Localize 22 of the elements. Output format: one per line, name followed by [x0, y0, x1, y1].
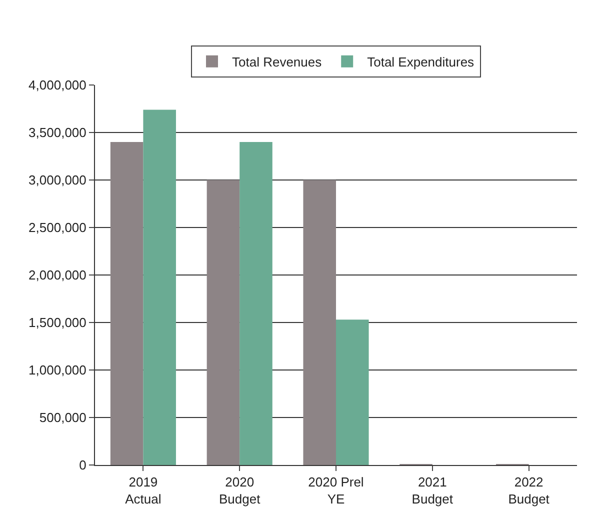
y-tick-label: 0	[79, 458, 86, 473]
y-tick-label: 4,000,000	[28, 78, 86, 93]
y-tick-label: 3,000,000	[28, 172, 86, 188]
bar	[240, 142, 272, 465]
y-tick-label: 2,000,000	[28, 268, 86, 283]
x-tick-label: 2020 Prel YE	[308, 474, 364, 506]
legend-label: Total Revenues	[232, 54, 322, 70]
y-tick-label: 1,500,000	[28, 315, 86, 330]
bar	[303, 180, 336, 465]
x-tick-label: 2020 Budget	[219, 474, 261, 506]
x-tick-label: 2022 Budget	[508, 474, 550, 506]
bar	[206, 180, 240, 465]
y-tick-label: 1,000,000	[28, 362, 86, 378]
bar	[143, 110, 176, 465]
x-tick-label: 2021 Budget	[412, 474, 454, 506]
y-tick-label: 3,500,000	[28, 125, 86, 140]
bar	[110, 142, 144, 465]
bar	[336, 320, 369, 465]
y-tick-label: 2,500,000	[28, 220, 86, 236]
legend-label: Total Expenditures	[367, 54, 475, 70]
x-tick-label: 2019 Actual	[125, 474, 162, 506]
y-tick-label: 500,000	[39, 410, 86, 426]
